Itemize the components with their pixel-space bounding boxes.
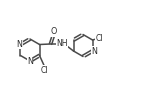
Text: N: N	[91, 46, 97, 56]
Text: NH: NH	[56, 39, 68, 47]
Text: N: N	[16, 39, 22, 49]
Text: Cl: Cl	[95, 33, 103, 43]
Text: O: O	[51, 28, 57, 36]
Text: Cl: Cl	[40, 66, 48, 74]
Text: N: N	[27, 57, 33, 67]
